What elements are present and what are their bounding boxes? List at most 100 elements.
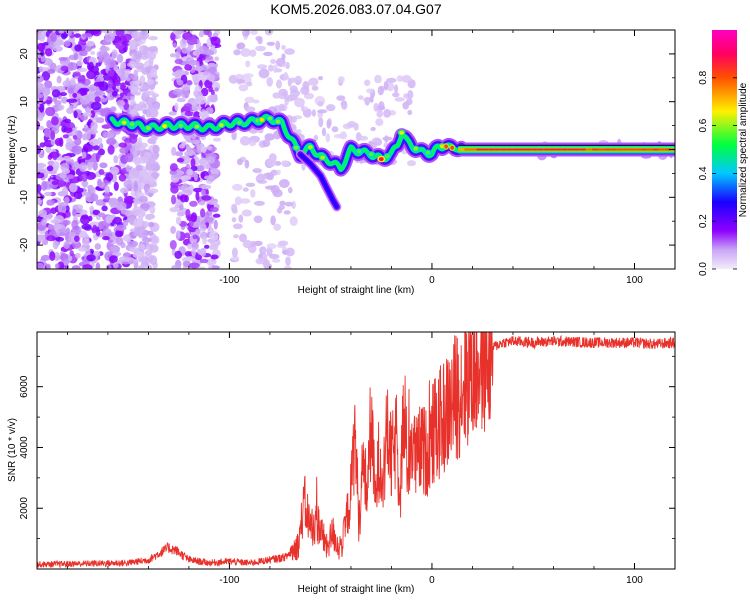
spectrogram-noise-blob <box>107 70 115 77</box>
spectrogram-noise-blob <box>141 30 146 35</box>
spectrogram-noise-blob <box>38 66 44 73</box>
spectrogram-noise-blob <box>375 118 384 126</box>
spectrogram-noise-blob <box>78 230 88 239</box>
spectrogram-noise-blob <box>281 45 286 50</box>
spectrogram-noise-blob <box>37 42 45 52</box>
spectrogram-noise-blob <box>184 64 193 71</box>
spectrogram-noise-blob <box>139 45 143 52</box>
spectrogram-noise-blob <box>61 125 67 133</box>
spectrogram-noise-blob <box>138 101 146 109</box>
spectrogram-noise-blob <box>152 103 160 111</box>
spectrogram-noise-blob <box>47 160 55 166</box>
spectrogram-noise-blob <box>45 106 56 117</box>
spectrogram-noise-blob <box>174 151 184 157</box>
spectrogram-tone-core <box>476 148 483 151</box>
spectrogram-noise-blob <box>369 95 374 103</box>
spectrogram-noise-blob <box>210 36 221 46</box>
spectrogram-noise-blob <box>37 32 42 41</box>
spectrogram-noise-blob <box>212 137 222 142</box>
spectrogram-noise-blob <box>278 179 290 188</box>
spectrogram-noise-blob <box>401 75 412 83</box>
spectrogram-noise-blob <box>278 95 288 100</box>
spectrogram-noise-blob <box>115 35 120 44</box>
spectrogram-ytick-label: -20 <box>19 237 30 252</box>
spectrogram-noise-blob <box>38 209 47 218</box>
spectrogram-tone-core <box>628 148 635 151</box>
spectrogram-noise-blob <box>98 142 104 150</box>
spectrogram-noise-blob <box>308 77 319 86</box>
spectrogram-noise-blob <box>187 243 193 250</box>
spectrogram-branch <box>298 152 339 209</box>
spectrogram-noise-blob <box>201 110 209 117</box>
spectrogram-tone-core <box>567 148 574 151</box>
spectrogram-noise-blob <box>236 42 246 50</box>
spectrogram-noise-blob <box>136 165 143 172</box>
spectrogram-noise-blob <box>281 53 286 60</box>
spectrogram-noise-blob <box>102 236 110 241</box>
spectrogram-noise-blob <box>73 103 78 109</box>
spectrogram-noise-blob <box>195 95 207 105</box>
spectrogram-noise-blob <box>193 187 203 193</box>
spectrogram-noise-blob <box>132 252 144 259</box>
spectrogram-noise-blob <box>148 36 158 41</box>
spectrogram-hotspot-core <box>237 120 242 125</box>
colorbar-tick-label: 0.6 <box>698 118 709 132</box>
spectrogram-hotspot-core <box>320 155 325 160</box>
spectrogram-noise-blob <box>192 73 201 83</box>
spectrogram-noise-blob <box>138 156 149 164</box>
spectrogram-noise-blob <box>250 240 257 248</box>
spectrogram-hotspot-core <box>425 150 431 155</box>
spectrogram-noise-blob <box>60 96 68 104</box>
spectrogram-hotspot-core <box>399 130 404 135</box>
snr-xtick-label: 0 <box>429 575 435 586</box>
spectrogram-noise-blob <box>143 53 150 58</box>
spectrogram-noise-blob <box>302 106 308 111</box>
spectrogram-tone-core <box>664 148 671 151</box>
spectrogram-tone-core <box>531 148 538 151</box>
spectrogram-noise-blob <box>92 161 98 171</box>
spectrogram-tone-core <box>622 148 629 151</box>
spectrogram-noise-blob <box>244 96 255 104</box>
spectrogram-noise-blob <box>195 254 203 261</box>
spectrogram-noise-blob <box>66 98 78 103</box>
spectrogram-noise-blob <box>331 126 339 133</box>
spectrogram-noise-blob <box>210 254 219 260</box>
spectrogram-noise-blob <box>283 210 291 215</box>
spectrogram-tone-core <box>604 148 611 151</box>
spectrogram-noise-blob <box>109 255 118 264</box>
spectrogram-noise-blob <box>176 46 181 53</box>
spectrogram-tone-core <box>513 148 519 151</box>
spectrogram-noise-blob <box>132 206 142 215</box>
spectrogram-noise-blob <box>257 64 268 70</box>
spectrogram-noise-blob <box>168 111 178 116</box>
spectrogram-noise-blob <box>201 87 209 97</box>
spectrogram-noise-blob <box>171 146 177 156</box>
spectrogram-noise-blob <box>231 217 237 223</box>
spectrogram-hotspot-core <box>450 145 455 150</box>
spectrogram-noise-blob <box>72 92 78 98</box>
spectrogram-noise-blob <box>383 109 392 118</box>
spectrogram-noise-blob <box>83 131 91 141</box>
spectrogram-noise-blob <box>133 218 144 228</box>
spectrogram-noise-blob <box>69 250 74 257</box>
spectrogram-noise-blob <box>38 162 44 173</box>
spectrogram-noise-blob <box>169 207 179 213</box>
spectrogram-noise-blob <box>74 252 81 259</box>
spectrogram-noise-blob <box>81 173 88 182</box>
spectrogram-noise-blob <box>200 189 206 196</box>
spectrogram-noise-blob <box>46 263 51 269</box>
spectrogram-noise-blob <box>294 97 305 108</box>
spectrogram-noise-blob <box>79 95 91 105</box>
spectrogram-noise-blob <box>94 96 101 103</box>
colorbar-label: Normalized spectral amplitude <box>738 82 749 217</box>
spectrogram-noise-blob <box>255 45 266 52</box>
spectrogram-noise-blob <box>125 164 130 173</box>
spectrogram-xtick-label: 0 <box>429 275 435 286</box>
spectrogram-noise-blob <box>208 264 213 269</box>
spectrogram-noise-blob <box>82 264 93 269</box>
spectrogram-noise-blob <box>73 191 83 200</box>
spectrogram-noise-blob <box>134 170 140 179</box>
spectrogram-noise-blob <box>245 30 250 36</box>
spectrogram-noise-blob <box>142 83 149 91</box>
spectrogram-noise-blob <box>104 32 115 43</box>
